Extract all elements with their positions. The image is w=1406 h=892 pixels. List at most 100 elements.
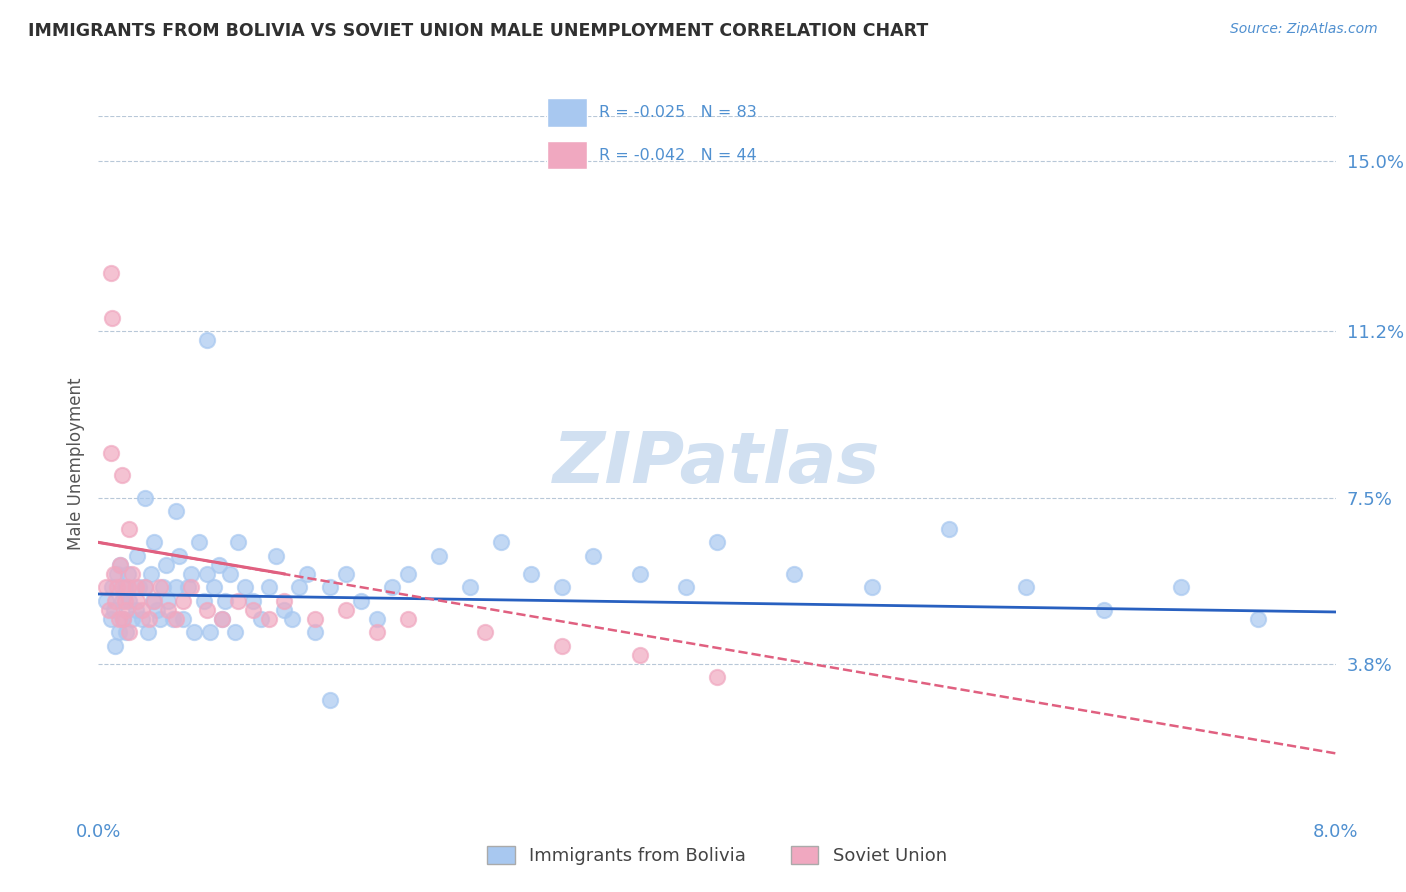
Point <box>304 625 326 640</box>
Point <box>112 612 135 626</box>
Point <box>1247 612 1270 626</box>
Point <box>474 625 496 640</box>
Point <box>107 612 129 626</box>
Point <box>208 558 231 572</box>
Point <box>242 603 264 617</box>
Point <box>105 566 128 581</box>
Point <box>108 558 131 572</box>
Point <box>101 580 124 594</box>
Point <box>211 612 233 626</box>
Point <box>131 603 153 617</box>
Point <box>155 558 177 572</box>
Point <box>157 593 180 607</box>
Point <box>112 612 135 626</box>
Point <box>131 612 153 626</box>
Point <box>98 603 121 617</box>
Point <box>103 603 125 617</box>
Bar <box>547 98 586 127</box>
Point <box>149 580 172 594</box>
Point <box>146 603 169 617</box>
Point <box>226 535 249 549</box>
Point <box>193 593 215 607</box>
Point <box>257 580 280 594</box>
Point <box>111 468 132 483</box>
Point <box>264 549 288 563</box>
Point <box>101 310 124 325</box>
Point <box>124 580 146 594</box>
Point <box>172 612 194 626</box>
Point <box>366 625 388 640</box>
Point <box>489 535 512 549</box>
Point <box>250 612 273 626</box>
Point <box>121 612 143 626</box>
Point <box>117 566 139 581</box>
Y-axis label: Male Unemployment: Male Unemployment <box>66 377 84 550</box>
Point <box>783 566 806 581</box>
Point <box>335 603 357 617</box>
Point <box>297 566 319 581</box>
Point <box>118 625 141 640</box>
Point <box>195 603 218 617</box>
Bar <box>547 141 586 169</box>
Point <box>115 603 138 617</box>
Point <box>211 612 233 626</box>
Point <box>273 593 295 607</box>
Point <box>100 445 122 459</box>
Point <box>96 580 118 594</box>
Point <box>458 580 481 594</box>
Point <box>114 580 136 594</box>
Point <box>304 612 326 626</box>
Point <box>127 549 149 563</box>
Text: R = -0.025   N = 83: R = -0.025 N = 83 <box>599 105 756 120</box>
Point <box>108 558 131 572</box>
Point <box>100 612 122 626</box>
Point <box>104 593 127 607</box>
Point <box>180 580 202 594</box>
Point <box>141 593 165 607</box>
Point <box>551 639 574 653</box>
Point <box>195 334 218 348</box>
Text: ZIPatlas: ZIPatlas <box>554 429 880 499</box>
Point <box>117 580 139 594</box>
Point <box>582 549 605 563</box>
Point <box>396 612 419 626</box>
Point <box>1170 580 1192 594</box>
Point <box>335 566 357 581</box>
Point <box>124 603 146 617</box>
Point <box>1092 603 1115 617</box>
Point <box>96 593 118 607</box>
Point <box>706 670 728 684</box>
Point <box>675 580 697 594</box>
Point <box>226 593 249 607</box>
Point <box>114 593 136 607</box>
Point <box>139 566 162 581</box>
Point <box>427 549 450 563</box>
Point <box>136 625 159 640</box>
Point <box>381 580 404 594</box>
Point <box>350 593 373 607</box>
Point <box>100 266 122 280</box>
Point <box>938 522 960 536</box>
Point <box>128 580 150 594</box>
Point <box>167 549 190 563</box>
Point <box>188 535 211 549</box>
Point <box>1015 580 1038 594</box>
Point <box>157 603 180 617</box>
Point <box>183 625 205 640</box>
Point <box>288 580 311 594</box>
Legend: Immigrants from Bolivia, Soviet Union: Immigrants from Bolivia, Soviet Union <box>481 838 953 872</box>
Point <box>204 580 226 594</box>
Point <box>281 612 304 626</box>
Point <box>257 612 280 626</box>
Point <box>219 566 242 581</box>
Point <box>111 580 132 594</box>
Point <box>551 580 574 594</box>
Point <box>319 580 342 594</box>
Point <box>706 535 728 549</box>
Text: R = -0.042   N = 44: R = -0.042 N = 44 <box>599 148 756 162</box>
Point <box>134 491 156 505</box>
Point <box>115 625 138 640</box>
Point <box>121 566 143 581</box>
Point <box>628 566 651 581</box>
Point <box>111 593 132 607</box>
